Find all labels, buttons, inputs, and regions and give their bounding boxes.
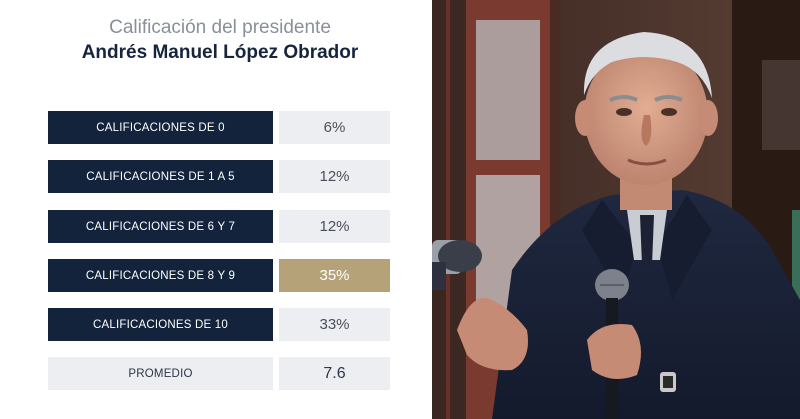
speaker-photo-illustration xyxy=(432,0,800,419)
rating-value-highlighted: 35% xyxy=(279,259,390,292)
average-row: PROMEDIO 7.6 xyxy=(48,357,390,390)
rating-row-1-5: CALIFICACIONES DE 1 A 5 12% xyxy=(48,160,390,193)
rating-row-8-9: CALIFICACIONES DE 8 Y 9 35% xyxy=(48,259,390,292)
average-label: PROMEDIO xyxy=(48,357,273,390)
rating-label: CALIFICACIONES DE 1 A 5 xyxy=(48,160,273,193)
rating-value: 12% xyxy=(279,210,390,243)
ratings-panel: Calificación del presidente Andrés Manue… xyxy=(48,17,390,390)
rating-label: CALIFICACIONES DE 8 Y 9 xyxy=(48,259,273,292)
average-value: 7.6 xyxy=(279,357,390,390)
page-title: Calificación del presidente xyxy=(109,17,331,38)
rating-row-6-7: CALIFICACIONES DE 6 Y 7 12% xyxy=(48,210,390,243)
speaker-photo xyxy=(432,0,800,419)
rating-label: CALIFICACIONES DE 6 Y 7 xyxy=(48,210,273,243)
rating-value: 12% xyxy=(279,160,390,193)
rating-label: CALIFICACIONES DE 10 xyxy=(48,308,273,341)
rating-row-10: CALIFICACIONES DE 10 33% xyxy=(48,308,390,341)
rating-label: CALIFICACIONES DE 0 xyxy=(48,111,273,144)
rating-value: 33% xyxy=(279,308,390,341)
rating-value: 6% xyxy=(279,111,390,144)
page-subtitle: Andrés Manuel López Obrador xyxy=(81,42,359,63)
rating-row-0: CALIFICACIONES DE 0 6% xyxy=(48,111,390,144)
